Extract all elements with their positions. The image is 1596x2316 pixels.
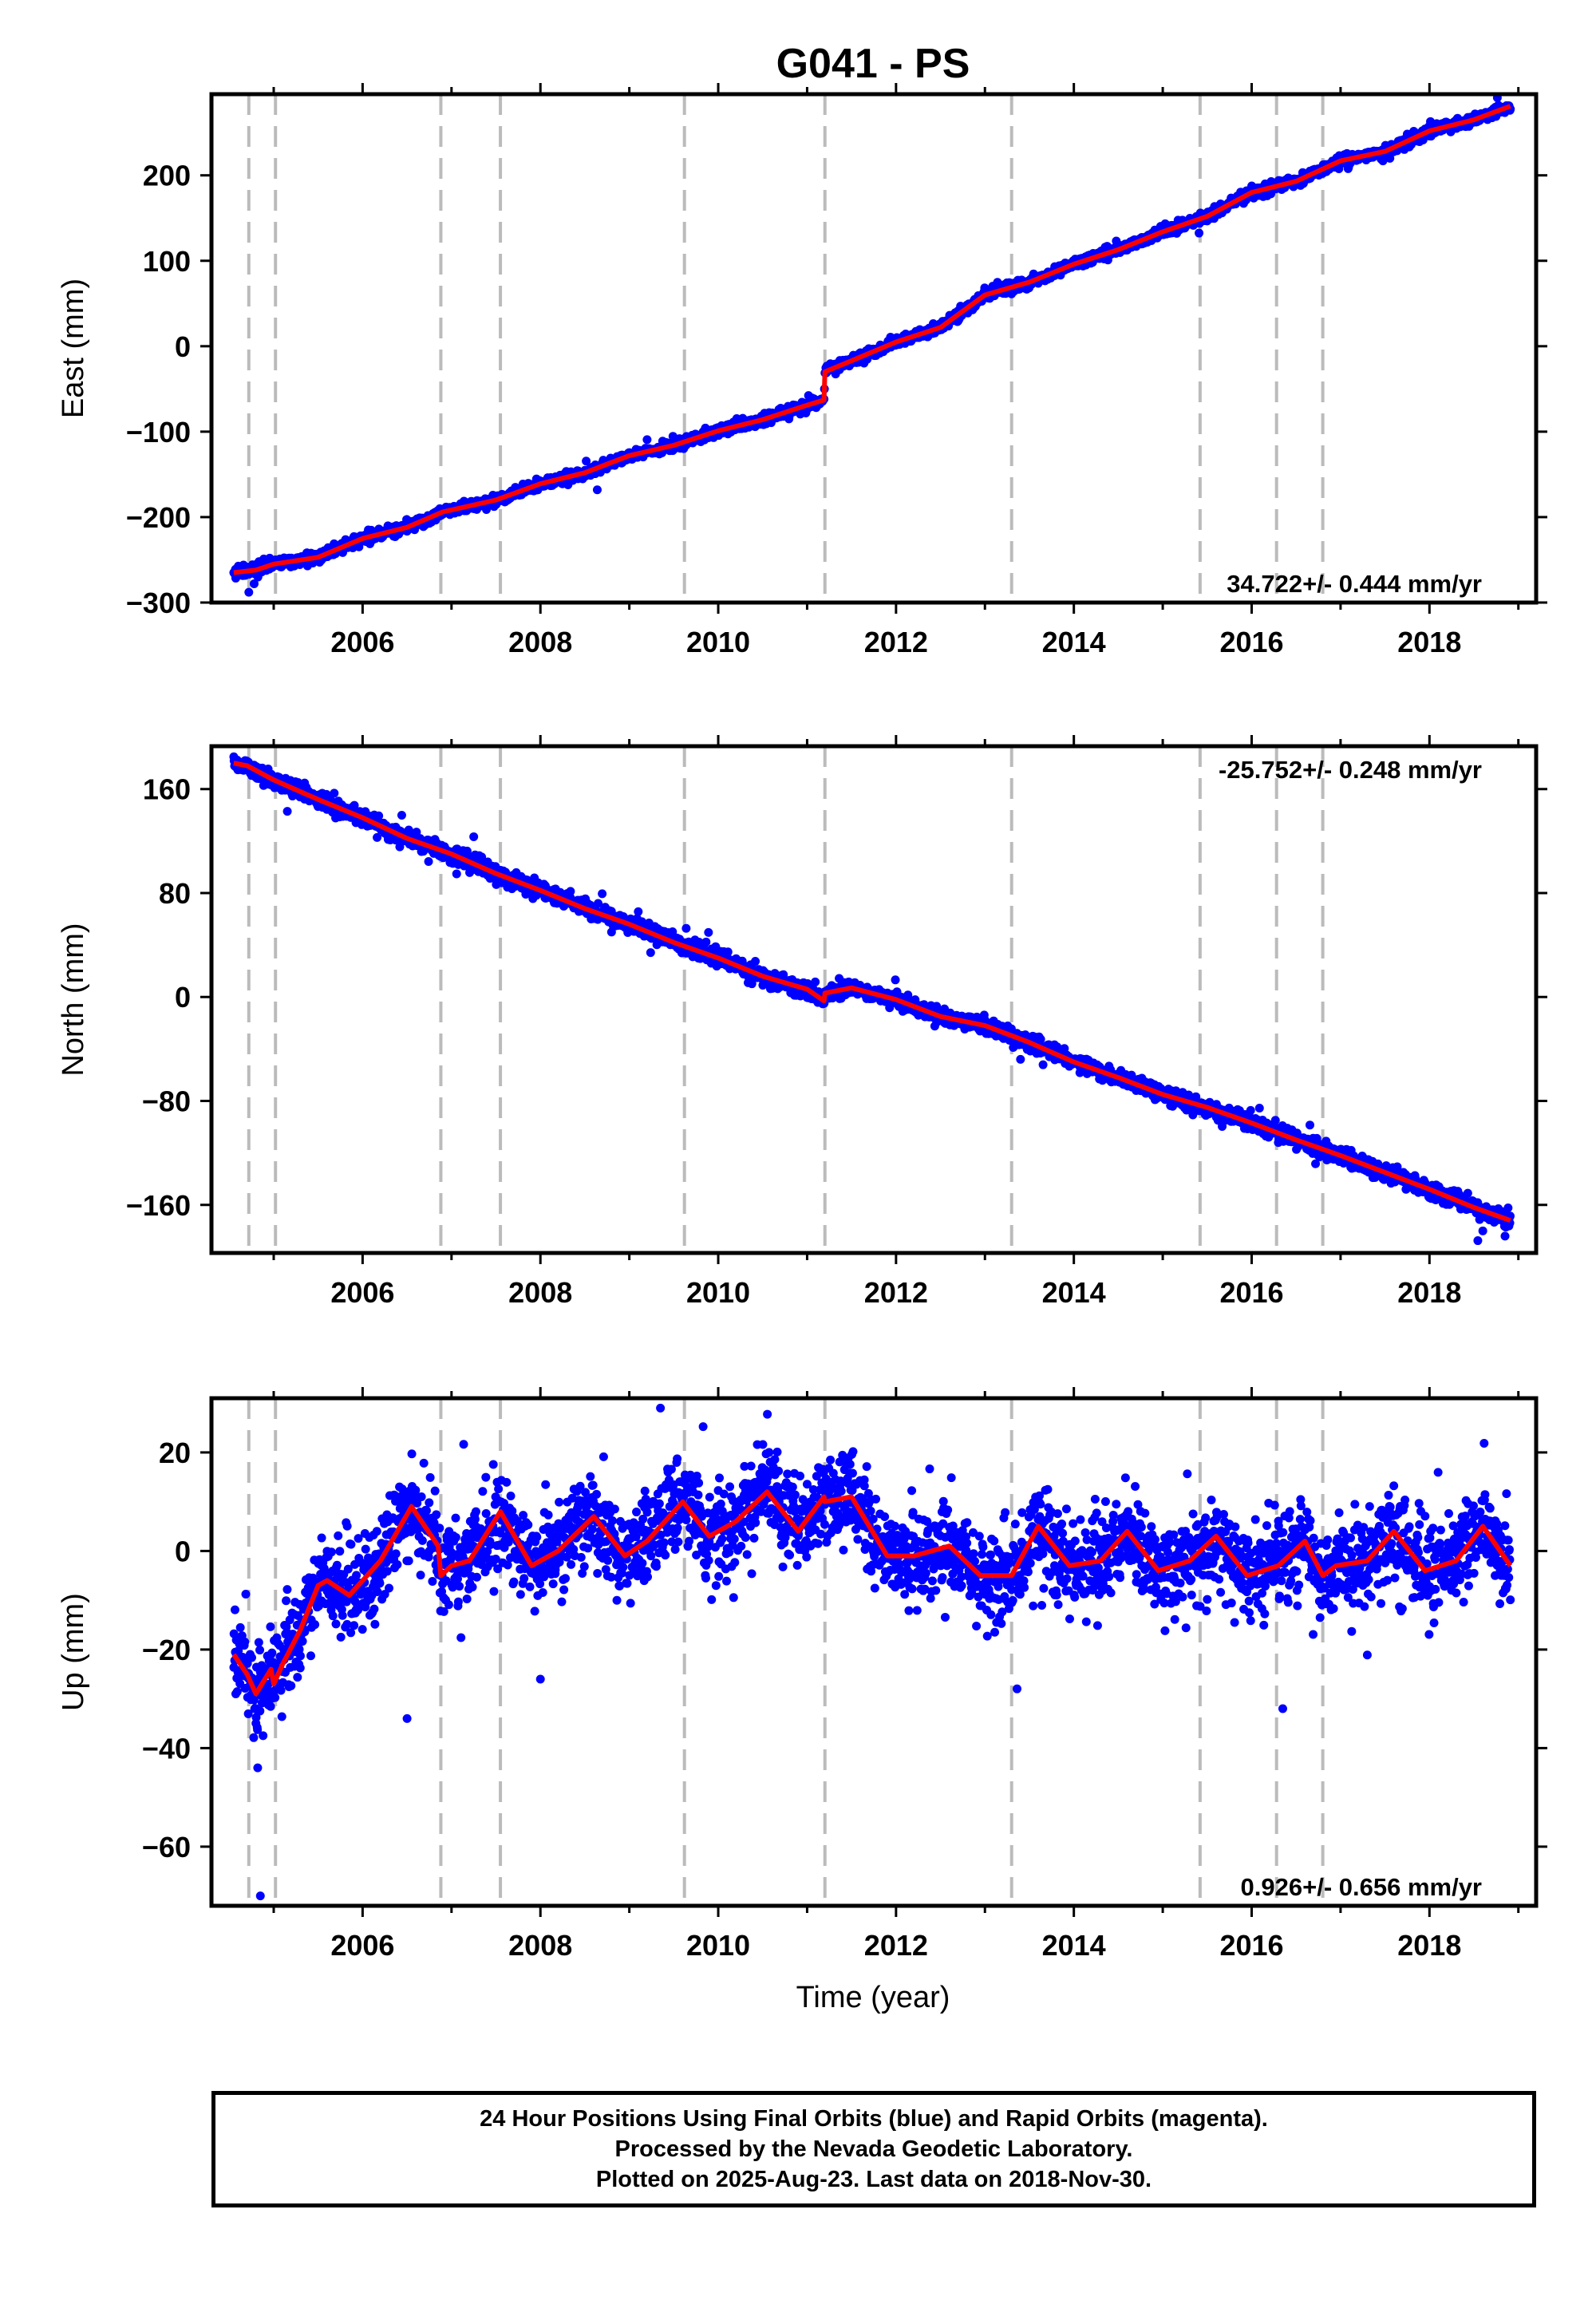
east-x-tick-label: 2018 — [1397, 626, 1461, 658]
north-data-point — [469, 832, 479, 841]
figure-title: G041 - PS — [776, 41, 970, 87]
east-outlier-point — [244, 587, 254, 597]
north-data-point — [424, 857, 433, 867]
north-data-point — [751, 957, 760, 966]
east-data-point — [592, 485, 602, 495]
east-x-tick-label: 2006 — [330, 626, 394, 658]
north-data-point — [330, 788, 339, 798]
north-data-point — [1038, 1060, 1048, 1069]
east-panel: 2006 2008 2010 2012 2014 2016 2018 −300 −200 −100… — [57, 83, 1547, 658]
east-x-tick-label: 2012 — [864, 626, 928, 658]
east-data-point — [582, 456, 591, 466]
panels: 2006 2008 2010 2012 2014 2016 2018 −300 −200 −100… — [57, 83, 1547, 1962]
east-y-tick-label: 200 — [143, 160, 191, 192]
north-data-point — [397, 811, 406, 820]
east-y-tick-label: −300 — [126, 587, 191, 619]
north-data-point — [704, 927, 713, 937]
north-data-point — [412, 828, 421, 837]
north-data-point — [723, 947, 733, 957]
east-y-axis-label: East (mm) — [57, 279, 90, 418]
east-y-axis: −300 −200 −100 0 100 200 — [126, 160, 1547, 619]
east-x-tick-label: 2016 — [1219, 626, 1283, 658]
east-data-point — [1385, 153, 1395, 163]
east-fit-line — [233, 104, 1511, 575]
north-data-point — [891, 975, 900, 985]
north-data-point — [1036, 1034, 1045, 1044]
east-outlier-point — [249, 579, 259, 588]
north-data-point — [282, 807, 292, 816]
north-data-point — [373, 832, 382, 842]
north-data-point — [566, 887, 575, 896]
east-y-tick-label: 100 — [143, 245, 191, 278]
north-data-point — [646, 948, 655, 958]
north-data-point — [634, 907, 643, 916]
east-y-tick-label: −200 — [126, 501, 191, 534]
east-data-point — [642, 435, 652, 445]
north-data-point — [598, 889, 607, 899]
east-rate-label: 34.722+/- 0.444 mm/yr — [1227, 570, 1482, 598]
east-y-tick-label: −100 — [126, 416, 191, 449]
north-data-point — [452, 869, 461, 879]
east-frame — [209, 92, 1539, 605]
east-x-tick-label: 2008 — [508, 626, 572, 658]
east-x-axis: 2006 2008 2010 2012 2014 2016 2018 — [272, 83, 1520, 658]
east-x-tick-label: 2014 — [1042, 626, 1106, 658]
north-data-point — [395, 842, 405, 852]
north-data-point — [972, 1012, 982, 1022]
north-panel: 2006 2008 2010 2012 2014 2016 2018−160−8008016… — [57, 735, 1547, 1309]
north-data-point — [374, 811, 384, 820]
north-data-point — [747, 979, 757, 989]
north-event-lines — [247, 746, 1325, 1253]
north-data-point — [932, 1002, 942, 1011]
east-data-point — [1195, 228, 1204, 238]
north-data-point — [701, 937, 711, 947]
north-data-point — [811, 977, 820, 986]
north-data-point — [594, 899, 603, 908]
east-y-tick-label: 0 — [175, 330, 191, 363]
east-x-tick-label: 2010 — [686, 626, 750, 658]
north-data-point — [681, 923, 691, 933]
